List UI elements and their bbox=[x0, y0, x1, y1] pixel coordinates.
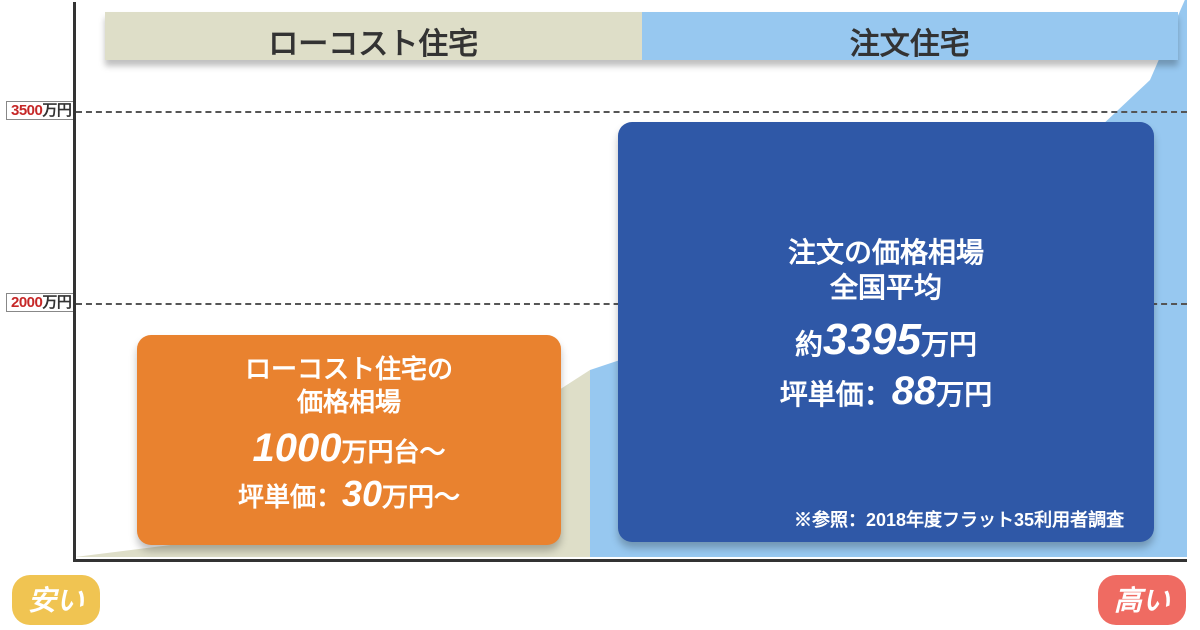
ytick-2000: 2000万円 bbox=[6, 293, 76, 312]
lowcost-price: 1000 bbox=[253, 426, 342, 470]
custom-price-row: 約3395万円 bbox=[638, 315, 1134, 365]
custom-note: ※参照：2018年度フラット35利用者調査 bbox=[794, 506, 1124, 532]
custom-unit-suffix: 万円 bbox=[936, 379, 992, 410]
custom-head2: 全国平均 bbox=[830, 272, 942, 303]
box-lowcost: ローコスト住宅の 価格相場 1000万円台～ 坪単価：30万円～ bbox=[137, 335, 561, 545]
pill-expensive: 高い bbox=[1098, 575, 1186, 625]
ytick-3500: 3500万円 bbox=[6, 101, 76, 120]
custom-price-suffix: 万円 bbox=[921, 329, 977, 360]
custom-price: 3395 bbox=[823, 315, 921, 364]
ytick-unit: 万円 bbox=[42, 102, 71, 119]
ytick-value: 3500 bbox=[11, 102, 42, 119]
box-custom: 注文の価格相場 全国平均 約3395万円 坪単価：88万円 bbox=[618, 122, 1154, 542]
tab-custom: 注文住宅 bbox=[642, 12, 1179, 60]
custom-head: 注文の価格相場 全国平均 bbox=[638, 235, 1134, 305]
pill-cheap: 安い bbox=[12, 575, 100, 625]
lowcost-unit-label: 坪単価： bbox=[238, 482, 342, 512]
tab-lowcost: ローコスト住宅 bbox=[105, 12, 642, 60]
lowcost-price-row: 1000万円台～ bbox=[157, 426, 541, 471]
custom-unit-row: 坪単価：88万円 bbox=[638, 369, 1134, 414]
custom-unit-num: 88 bbox=[892, 369, 937, 413]
lowcost-unit-suffix: 万円～ bbox=[382, 482, 460, 512]
header-tabs: ローコスト住宅 注文住宅 bbox=[105, 12, 1178, 60]
ytick-value: 2000 bbox=[11, 294, 42, 311]
y-axis bbox=[73, 2, 76, 561]
lowcost-unit-num: 30 bbox=[342, 473, 382, 514]
gridline-3500 bbox=[76, 111, 1187, 113]
lowcost-price-suffix: 万円台～ bbox=[341, 437, 445, 467]
chart-canvas: 2000万円 3500万円 ローコスト住宅 注文住宅 ローコスト住宅の 価格相場… bbox=[0, 0, 1200, 630]
ytick-unit: 万円 bbox=[42, 294, 71, 311]
lowcost-head: ローコスト住宅の 価格相場 bbox=[157, 353, 541, 418]
lowcost-head1: ローコスト住宅の bbox=[245, 354, 453, 384]
lowcost-unit-row: 坪単価：30万円～ bbox=[157, 473, 541, 515]
lowcost-head2: 価格相場 bbox=[297, 387, 401, 417]
x-axis bbox=[73, 559, 1187, 562]
custom-unit-label: 坪単価： bbox=[780, 379, 892, 410]
custom-head1: 注文の価格相場 bbox=[788, 237, 984, 268]
custom-price-prefix: 約 bbox=[795, 329, 823, 360]
